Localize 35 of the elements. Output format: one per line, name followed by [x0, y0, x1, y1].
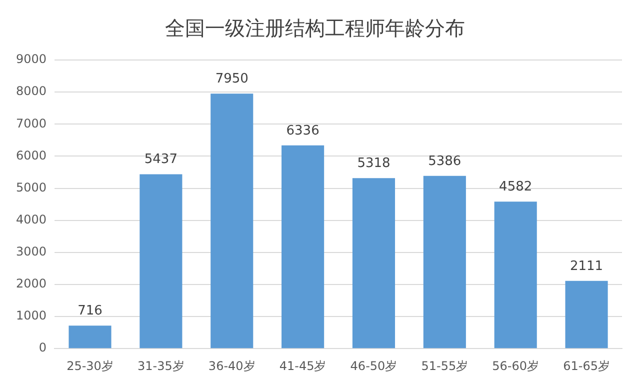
bar	[282, 145, 324, 348]
y-tick-label: 2000	[16, 276, 47, 291]
y-tick-label: 9000	[16, 52, 47, 66]
x-tick-label: 51-55岁	[421, 358, 468, 373]
x-tick-label: 61-65岁	[563, 358, 610, 373]
y-tick-label: 4000	[16, 212, 47, 226]
data-label: 4582	[499, 180, 532, 195]
chart-title: 全国一级注册结构工程师年龄分布	[165, 16, 465, 40]
bar	[494, 202, 537, 348]
bar	[352, 178, 396, 348]
data-label: 716	[78, 304, 102, 319]
y-tick-label: 0	[38, 340, 47, 355]
y-tick-label: 5000	[16, 180, 47, 194]
data-label: 2111	[570, 258, 604, 274]
bar	[423, 176, 466, 348]
bar	[565, 280, 608, 348]
y-tick-label: 7000	[16, 116, 47, 130]
y-tick-label: 6000	[16, 148, 47, 162]
x-tick-label: 31-35岁	[138, 358, 184, 373]
data-label: 5386	[428, 154, 462, 169]
data-label: 6336	[286, 123, 320, 138]
x-tick-label: 46-50岁	[350, 358, 398, 373]
data-label: 7950	[215, 72, 248, 87]
y-tick-label: 8000	[16, 84, 47, 98]
y-tick-label: 1000	[16, 308, 47, 323]
y-tick-label: 3000	[16, 244, 47, 259]
x-tick-label: 56-60岁	[492, 358, 540, 373]
x-tick-label: 41-45岁	[279, 358, 326, 373]
x-tick-label: 36-40岁	[208, 358, 256, 373]
x-tick-label: 25-30岁	[66, 358, 114, 373]
bar	[210, 94, 254, 348]
data-label: 5318	[357, 156, 390, 171]
data-label: 5437	[144, 152, 178, 168]
bar	[140, 174, 182, 348]
bar	[68, 326, 112, 348]
